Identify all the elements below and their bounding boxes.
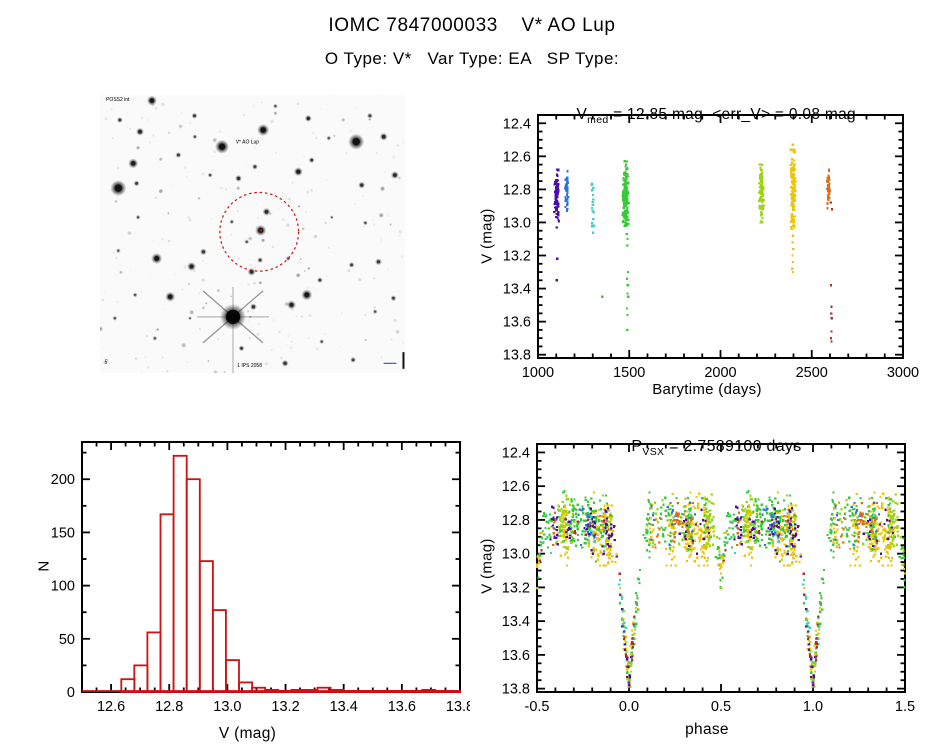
lightcurve-plot: 1000 1500 2000 2500 3000 12.4 12.6 12.8 13.0 13.2… bbox=[503, 114, 919, 381]
phase-title-rest: = 2.7589100 days bbox=[664, 438, 802, 455]
svg-text:0: 0 bbox=[67, 685, 75, 701]
phase-ylabel: V (mag) bbox=[478, 538, 496, 594]
svg-text:12.6: 12.6 bbox=[503, 149, 531, 165]
svg-text:13.8: 13.8 bbox=[446, 699, 470, 715]
svg-text:13.2: 13.2 bbox=[502, 580, 530, 596]
phase-plot: -0.5 0.0 0.5 1.0 1.5 12.4 12.6 12.8 13.0 13.2 13.4… bbox=[502, 443, 915, 715]
svg-text:150: 150 bbox=[51, 525, 75, 541]
histogram-plot: 12.6 12.8 13.0 13.2 13.4 13.6 13.8 0 50 100 150 200 bbox=[51, 441, 470, 715]
svg-text:13.0: 13.0 bbox=[502, 547, 530, 563]
svg-text:5': 5' bbox=[105, 359, 109, 365]
svg-text:12.8: 12.8 bbox=[503, 182, 531, 198]
svg-text:12.6: 12.6 bbox=[502, 479, 530, 495]
svg-text:13.0: 13.0 bbox=[503, 215, 531, 231]
page-subtitle: O Type: V* Var Type: EA SP Type: bbox=[324, 49, 620, 68]
finding-chart-image: POSS2 int V* AO Lup 5' 1 IPS 2058 bbox=[100, 95, 405, 373]
svg-text:1 IPS 2058: 1 IPS 2058 bbox=[237, 363, 262, 369]
phase-title-prefix: P bbox=[631, 438, 643, 455]
histogram-ylabel: N bbox=[35, 560, 53, 572]
svg-text:POSS2 int: POSS2 int bbox=[106, 97, 130, 103]
phase-xlabel: phase bbox=[685, 721, 729, 738]
svg-text:2500: 2500 bbox=[796, 365, 828, 381]
svg-text:12.8: 12.8 bbox=[502, 513, 530, 529]
svg-text:3000: 3000 bbox=[887, 365, 919, 381]
svg-text:-0.5: -0.5 bbox=[525, 699, 550, 715]
svg-text:13.4: 13.4 bbox=[503, 282, 531, 298]
svg-text:12.8: 12.8 bbox=[155, 699, 183, 715]
svg-text:13.2: 13.2 bbox=[503, 249, 531, 265]
svg-text:12.6: 12.6 bbox=[97, 699, 125, 715]
svg-text:13.0: 13.0 bbox=[213, 699, 241, 715]
phase-title: PVSX = 2.7589100 days bbox=[470, 420, 944, 476]
svg-text:1000: 1000 bbox=[522, 365, 554, 381]
svg-text:13.6: 13.6 bbox=[388, 699, 416, 715]
lightcurve-title: Vmed = 12.85 mag <err_V> = 0.08 mag bbox=[470, 88, 944, 144]
svg-text:200: 200 bbox=[51, 472, 75, 488]
lightcurve-xlabel: Barytime (days) bbox=[652, 381, 762, 398]
histogram-xlabel: V (mag) bbox=[218, 725, 277, 742]
phase-title-sub: VSX bbox=[642, 446, 665, 459]
svg-text:V* AO Lup: V* AO Lup bbox=[236, 140, 260, 146]
svg-text:100: 100 bbox=[51, 579, 75, 595]
svg-text:13.8: 13.8 bbox=[502, 682, 530, 698]
svg-text:12.4: 12.4 bbox=[502, 445, 530, 461]
svg-text:1500: 1500 bbox=[613, 365, 645, 381]
lightcurve-ylabel: V (mag) bbox=[478, 208, 496, 264]
svg-text:1.0: 1.0 bbox=[803, 699, 823, 715]
svg-text:2000: 2000 bbox=[704, 365, 736, 381]
svg-text:0.0: 0.0 bbox=[619, 699, 639, 715]
svg-text:13.6: 13.6 bbox=[503, 315, 531, 331]
svg-text:13.4: 13.4 bbox=[502, 614, 530, 630]
lightcurve-title-sub: med bbox=[587, 114, 609, 127]
svg-text:1.5: 1.5 bbox=[895, 699, 915, 715]
svg-text:0.5: 0.5 bbox=[711, 699, 731, 715]
svg-text:13.2: 13.2 bbox=[271, 699, 299, 715]
svg-text:13.6: 13.6 bbox=[502, 648, 530, 664]
svg-text:12.4: 12.4 bbox=[503, 116, 531, 132]
svg-text:13.8: 13.8 bbox=[503, 348, 531, 364]
lightcurve-title-prefix: V bbox=[576, 106, 588, 123]
page-title: IOMC 7847000033 V* AO Lup bbox=[328, 15, 616, 36]
svg-text:13.4: 13.4 bbox=[330, 699, 358, 715]
lightcurve-title-rest: = 12.85 mag <err_V> = 0.08 mag bbox=[608, 106, 856, 123]
svg-text:50: 50 bbox=[59, 632, 75, 648]
